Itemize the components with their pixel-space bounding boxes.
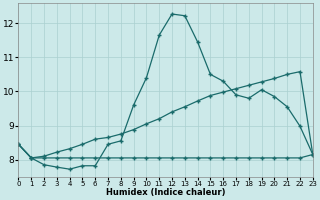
X-axis label: Humidex (Indice chaleur): Humidex (Indice chaleur) (106, 188, 225, 197)
